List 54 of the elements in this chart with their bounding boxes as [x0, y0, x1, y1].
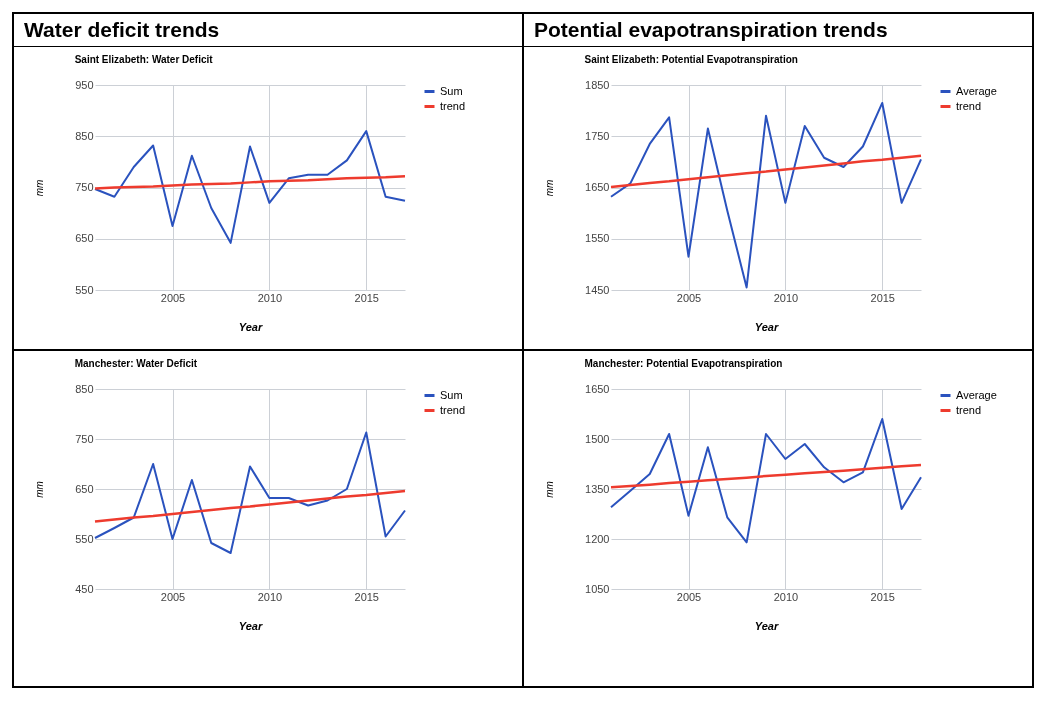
chart-title: Manchester: Potential Evapotranspiration — [584, 358, 783, 369]
x-tick-label: 2015 — [354, 291, 379, 304]
x-tick-label: 2010 — [773, 291, 799, 304]
legend-label: trend — [956, 403, 982, 416]
legend-label: Sum — [440, 388, 463, 401]
y-tick-label: 1050 — [585, 582, 610, 595]
x-tick-label: 2010 — [257, 291, 283, 304]
x-tick-label: 2005 — [676, 291, 702, 304]
y-tick-label: 1850 — [585, 78, 610, 91]
y-tick-label: 850 — [75, 382, 94, 395]
y-tick-label: 550 — [75, 283, 94, 296]
y-axis-title: mm — [544, 481, 556, 498]
legend-label: Sum — [440, 84, 463, 97]
y-tick-label: 650 — [75, 232, 94, 245]
y-axis-title: mm — [34, 481, 46, 498]
x-axis-title: Year — [238, 320, 263, 333]
y-tick-label: 650 — [75, 482, 94, 495]
y-tick-label: 750 — [75, 181, 94, 193]
x-tick-label: 2010 — [257, 590, 283, 603]
x-tick-label: 2015 — [870, 291, 895, 304]
legend-label: trend — [440, 99, 466, 112]
chart-title: Saint Elizabeth: Potential Evapotranspiration — [584, 54, 798, 65]
y-tick-label: 1550 — [585, 232, 610, 245]
y-tick-label: 1350 — [585, 482, 610, 495]
x-tick-label: 2005 — [160, 291, 186, 304]
x-tick-label: 2010 — [773, 590, 799, 603]
y-tick-label: 950 — [75, 78, 94, 91]
y-tick-label: 1450 — [585, 283, 610, 296]
x-tick-label: 2005 — [160, 590, 186, 603]
y-tick-label: 1650 — [585, 382, 610, 395]
y-tick-label: 1650 — [585, 181, 610, 193]
y-tick-label: 550 — [75, 532, 94, 545]
chart-title: Saint Elizabeth: Water Deficit — [74, 54, 214, 65]
y-tick-label: 1750 — [585, 129, 610, 142]
x-axis-title: Year — [754, 320, 779, 333]
x-axis-title: Year — [238, 619, 263, 632]
x-axis-title: Year — [754, 619, 779, 632]
x-tick-label: 2005 — [676, 590, 702, 603]
y-tick-label: 850 — [75, 129, 94, 142]
y-axis-title: mm — [34, 179, 46, 197]
y-tick-label: 750 — [75, 432, 94, 445]
text: Water deficit trends — [14, 14, 522, 47]
y-tick-label: 450 — [75, 582, 94, 595]
text: Potential evapotranspiration trends — [524, 14, 1032, 47]
y-tick-label: 1500 — [585, 432, 610, 445]
y-axis-title: mm — [544, 179, 556, 197]
chart-title: Manchester: Water Deficit — [74, 358, 198, 369]
x-tick-label: 2015 — [354, 590, 379, 603]
y-tick-label: 1200 — [585, 532, 610, 545]
legend-label: Average — [956, 84, 997, 97]
legend-label: trend — [956, 99, 982, 112]
x-tick-label: 2015 — [870, 590, 895, 603]
legend-label: Average — [956, 388, 997, 401]
legend-label: trend — [440, 403, 466, 416]
